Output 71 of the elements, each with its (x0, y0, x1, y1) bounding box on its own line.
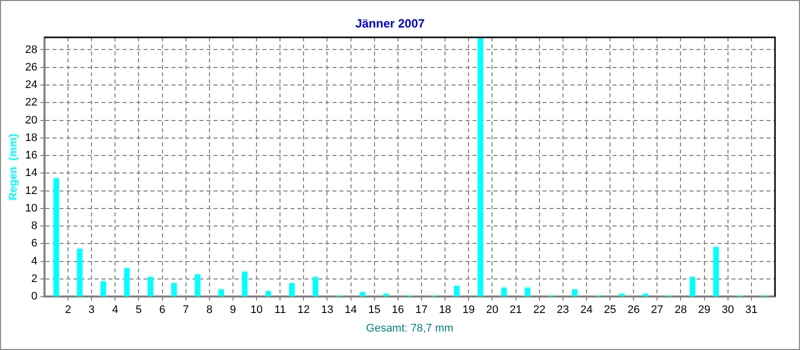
y-tick-label: 22 (25, 96, 38, 109)
x-tick-label: 15 (368, 304, 380, 316)
y-tick-label: 2 (31, 273, 38, 285)
bar (242, 272, 248, 296)
bar (454, 286, 460, 296)
bar (265, 290, 272, 296)
bar (171, 283, 177, 296)
bar (100, 281, 106, 296)
bar (53, 178, 60, 296)
x-tick-label: 28 (674, 304, 687, 316)
x-tick-label: 3 (88, 304, 95, 316)
x-tick-label: 11 (274, 304, 286, 316)
x-tick-label: 2 (64, 304, 72, 316)
bar (289, 283, 295, 296)
x-tick-label: 6 (159, 304, 166, 316)
x-tick-label: 16 (392, 304, 404, 316)
x-tick-label: 8 (206, 304, 212, 316)
x-tick-label: 20 (486, 304, 498, 316)
bar (572, 289, 578, 296)
y-tick-label: 14 (25, 167, 38, 180)
bar (124, 268, 130, 296)
chart-title: Jänner 2007 (355, 16, 426, 31)
y-tick-label: 18 (25, 132, 38, 144)
y-tick-label: 4 (31, 255, 38, 268)
y-tick-label: 26 (25, 61, 38, 74)
y-tick-label: 10 (25, 202, 38, 214)
y-tick-label: 20 (25, 114, 38, 126)
bar (713, 246, 719, 296)
bar (218, 289, 224, 296)
x-tick-label: 21 (510, 304, 522, 316)
bar (360, 292, 366, 296)
x-tick-label: 31 (745, 304, 758, 316)
x-tick-label: 10 (250, 304, 263, 316)
bar (618, 294, 625, 296)
x-tick-label: 13 (321, 304, 334, 316)
bar (478, 37, 484, 296)
x-tick-label: 12 (298, 304, 310, 316)
x-tick-label: 29 (698, 304, 710, 316)
x-tick-label: 26 (627, 304, 640, 316)
x-tick-label: 18 (438, 304, 452, 316)
x-tick-label: 9 (230, 304, 236, 316)
y-tick-label: 8 (31, 220, 38, 232)
bar (524, 287, 530, 296)
bar (642, 294, 648, 296)
x-tick-label: 14 (344, 304, 357, 316)
bar (501, 287, 507, 296)
x-tick-label: 24 (580, 304, 593, 316)
x-tick-label: 19 (462, 304, 475, 316)
x-tick-label: 27 (651, 304, 664, 316)
x-tick-label: 17 (415, 304, 428, 316)
y-tick-label: 6 (31, 238, 38, 250)
y-tick-label: 24 (25, 79, 38, 92)
y-tick-label: 28 (25, 44, 38, 56)
bar (383, 294, 389, 296)
y-tick-label: 0 (31, 290, 38, 303)
x-tick-label: 25 (604, 304, 616, 316)
x-axis-title: Gesamt: 78,7 mm (366, 322, 454, 334)
y-tick-label: 16 (25, 150, 38, 162)
x-tick-label: 4 (112, 304, 118, 316)
bar (690, 276, 696, 296)
bar (194, 274, 200, 296)
x-tick-label: 5 (136, 304, 142, 316)
y-axis-title: Regen (mm) (8, 133, 20, 200)
x-tick-label: 22 (533, 304, 546, 316)
y-tick-label: 12 (25, 184, 38, 197)
bar (76, 248, 83, 296)
x-tick-label: 23 (556, 304, 570, 316)
x-tick-label: 7 (182, 304, 189, 316)
bar (148, 276, 154, 296)
x-tick-label: 30 (722, 304, 734, 316)
bar (312, 276, 318, 296)
